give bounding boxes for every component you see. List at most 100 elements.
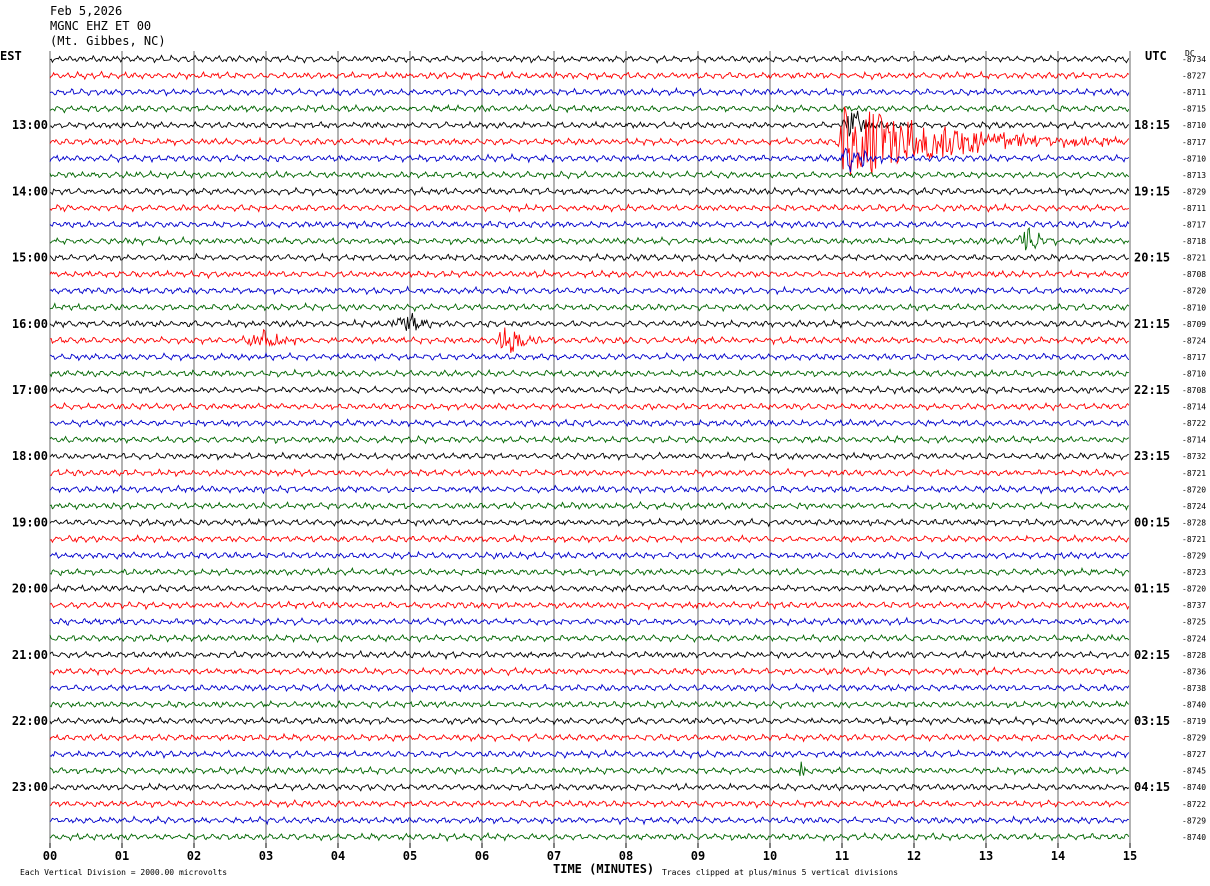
trace-42 xyxy=(49,749,1130,760)
trace-29 xyxy=(49,534,1130,544)
trace-25 xyxy=(49,467,1129,478)
dc-offset-23: -8714 xyxy=(1182,436,1206,445)
trace-34 xyxy=(49,616,1129,627)
utc-label-04:15: 04:15 xyxy=(1134,780,1170,794)
dc-offset-43: -8745 xyxy=(1182,767,1206,776)
trace-6 xyxy=(49,147,1130,173)
dc-offset-44: -8740 xyxy=(1182,783,1206,792)
x-tick-06: 06 xyxy=(475,849,489,863)
dc-offset-37: -8736 xyxy=(1182,667,1206,676)
est-label-18:00: 18:00 xyxy=(12,449,48,463)
dc-offset-4: -8710 xyxy=(1182,121,1206,130)
trace-30 xyxy=(49,550,1130,561)
dc-offset-20: -8708 xyxy=(1182,386,1206,395)
x-tick-14: 14 xyxy=(1051,849,1065,863)
x-tick-08: 08 xyxy=(619,849,633,863)
utc-label-18:15: 18:15 xyxy=(1134,118,1170,132)
est-label-22:00: 22:00 xyxy=(12,714,48,728)
trace-19 xyxy=(49,368,1129,378)
est-label-14:00: 14:00 xyxy=(12,184,48,198)
trace-12 xyxy=(49,252,1129,263)
dc-offset-32: -8720 xyxy=(1182,585,1206,594)
left-timezone-label: EST xyxy=(0,49,22,63)
utc-label-02:15: 02:15 xyxy=(1134,648,1170,662)
trace-24 xyxy=(49,451,1129,462)
dc-offset-39: -8740 xyxy=(1182,700,1206,709)
dc-offset-17: -8724 xyxy=(1182,336,1206,345)
dc-offset-42: -8727 xyxy=(1182,750,1206,759)
dc-offset-13: -8708 xyxy=(1182,270,1206,279)
x-tick-00: 00 xyxy=(43,849,57,863)
x-tick-09: 09 xyxy=(691,849,705,863)
dc-offset-47: -8740 xyxy=(1182,833,1206,842)
trace-18 xyxy=(49,351,1130,362)
trace-22 xyxy=(49,418,1130,429)
trace-37 xyxy=(49,666,1130,677)
dc-offset-40: -8719 xyxy=(1182,717,1206,726)
trace-9 xyxy=(49,202,1130,213)
dc-offset-10: -8717 xyxy=(1182,221,1206,230)
trace-14 xyxy=(49,285,1130,296)
header-location: (Mt. Gibbes, NC) xyxy=(50,34,166,48)
utc-label-00:15: 00:15 xyxy=(1134,515,1170,529)
trace-5 xyxy=(49,106,1130,176)
dc-offset-29: -8721 xyxy=(1182,535,1206,544)
utc-label-21:15: 21:15 xyxy=(1134,317,1170,331)
dc-offset-25: -8721 xyxy=(1182,469,1206,478)
dc-offset-14: -8720 xyxy=(1182,287,1206,296)
dc-offset-45: -8722 xyxy=(1182,800,1206,809)
trace-15 xyxy=(49,301,1130,313)
trace-31 xyxy=(49,566,1130,577)
dc-offset-30: -8729 xyxy=(1182,552,1206,561)
utc-label-20:15: 20:15 xyxy=(1134,251,1170,265)
x-tick-02: 02 xyxy=(187,849,201,863)
x-tick-01: 01 xyxy=(115,849,129,863)
trace-35 xyxy=(49,633,1130,644)
dc-offset-12: -8721 xyxy=(1182,254,1206,263)
dc-offset-36: -8728 xyxy=(1182,651,1206,660)
trace-11 xyxy=(49,227,1130,251)
dc-offset-38: -8738 xyxy=(1182,684,1206,693)
trace-40 xyxy=(49,715,1129,727)
dc-offset-31: -8723 xyxy=(1182,568,1206,577)
est-label-20:00: 20:00 xyxy=(12,582,48,596)
trace-16 xyxy=(49,312,1130,331)
trace-43 xyxy=(49,761,1130,777)
right-timezone-label: UTC xyxy=(1145,49,1167,63)
x-tick-labels: 00 01 02 03 04 05 06 07 08 09 10 11 12 13 14 15 xyxy=(43,843,1137,863)
trace-2 xyxy=(49,86,1130,98)
trace-32 xyxy=(49,583,1129,594)
utc-label-19:15: 19:15 xyxy=(1134,184,1170,198)
trace-10 xyxy=(49,219,1130,230)
header-date: Feb 5,2026 xyxy=(50,4,123,18)
x-tick-05: 05 xyxy=(403,849,417,863)
x-tick-10: 10 xyxy=(763,849,777,863)
trace-21 xyxy=(49,401,1130,412)
x-axis-label: TIME (MINUTES) xyxy=(553,862,655,876)
x-tick-13: 13 xyxy=(979,849,993,863)
est-label-19:00: 19:00 xyxy=(12,515,48,529)
dc-offset-1: -8727 xyxy=(1182,72,1206,81)
dc-offset-33: -8737 xyxy=(1182,601,1206,610)
trace-23 xyxy=(49,434,1130,445)
dc-header-label: DC xyxy=(1185,49,1195,58)
dc-offset-2: -8711 xyxy=(1182,88,1206,97)
dc-offset-18: -8717 xyxy=(1182,353,1206,362)
x-tick-15: 15 xyxy=(1123,849,1137,863)
dc-offset-35: -8724 xyxy=(1182,634,1206,643)
trace-7 xyxy=(49,169,1130,180)
minute-gridlines xyxy=(49,51,1131,843)
trace-17 xyxy=(49,327,1129,353)
dc-offset-22: -8722 xyxy=(1182,419,1206,428)
utc-hour-labels: 18:15 19:15 20:15 21:15 22:15 23:15 00:15 01:15… xyxy=(1134,118,1170,794)
est-label-13:00: 13:00 xyxy=(12,118,48,132)
dc-offset-15: -8710 xyxy=(1182,303,1206,312)
utc-label-01:15: 01:15 xyxy=(1134,582,1170,596)
x-tick-03: 03 xyxy=(259,849,273,863)
trace-47 xyxy=(49,831,1130,843)
dc-offset-3: -8715 xyxy=(1182,105,1206,114)
dc-offset-46: -8729 xyxy=(1182,816,1206,825)
dc-offset-41: -8729 xyxy=(1182,734,1206,743)
x-tick-07: 07 xyxy=(547,849,561,863)
dc-offset-21: -8714 xyxy=(1182,403,1206,412)
